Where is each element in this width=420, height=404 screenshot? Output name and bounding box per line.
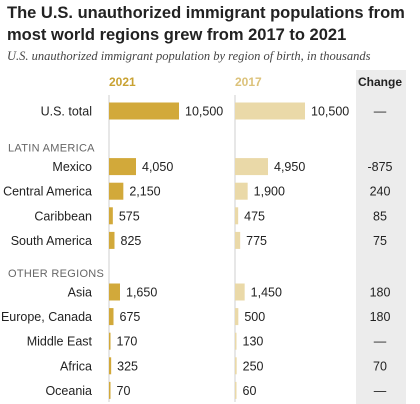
value-label-2021: 170 <box>117 335 138 349</box>
change-value: — <box>374 105 387 119</box>
change-value: 180 <box>370 310 391 324</box>
value-label-2021: 1,650 <box>126 286 157 300</box>
value-label-2017: 130 <box>243 335 264 349</box>
row-label: U.S. total <box>41 105 92 119</box>
column-header-2017: 2017 <box>235 75 262 89</box>
bar-2017 <box>235 182 248 200</box>
bar-2017 <box>235 207 239 225</box>
value-label-2017: 775 <box>246 234 267 248</box>
section-label: LATIN AMERICA <box>8 143 95 155</box>
value-label-2017: 1,900 <box>254 185 285 199</box>
value-label-2017: 475 <box>244 209 265 223</box>
chart-subtitle: U.S. unauthorized immigrant population b… <box>7 49 371 63</box>
change-value: — <box>374 335 387 349</box>
value-label-2017: 10,500 <box>311 105 349 119</box>
value-label-2021: 2,150 <box>129 185 160 199</box>
value-label-2021: 325 <box>117 359 138 373</box>
bar-2021 <box>109 207 113 225</box>
column-header-change: Change <box>358 75 402 89</box>
chart-title: The U.S. unauthorized immigrant populati… <box>7 4 405 44</box>
bar-2017 <box>235 357 237 375</box>
change-value: -875 <box>367 160 392 174</box>
row-label: Europe, Canada <box>1 310 92 324</box>
value-label-2017: 500 <box>244 310 265 324</box>
value-label-2017: 60 <box>243 384 257 398</box>
bar-2021 <box>109 231 115 249</box>
value-label-2021: 70 <box>117 384 131 398</box>
bar-2021 <box>109 102 179 120</box>
bar-2021 <box>109 308 114 326</box>
bar-2017 <box>235 102 305 120</box>
bar-2017 <box>235 332 237 350</box>
value-label-2021: 575 <box>119 209 140 223</box>
change-value: — <box>374 384 387 398</box>
change-value: 240 <box>370 185 391 199</box>
bar-2017 <box>235 308 239 326</box>
bar-2021 <box>109 158 136 176</box>
bar-2021 <box>109 381 111 399</box>
value-label-2017: 250 <box>243 359 264 373</box>
bar-2017 <box>235 283 245 301</box>
row-label: Central America <box>3 185 92 199</box>
bar-2021 <box>109 182 124 200</box>
row-label: Africa <box>60 359 92 373</box>
bar-2021 <box>109 283 120 301</box>
bar-2021 <box>109 357 112 375</box>
value-label-2021: 10,500 <box>185 105 223 119</box>
row-label: Oceania <box>45 384 92 398</box>
value-label-2021: 825 <box>121 234 142 248</box>
section-label: OTHER REGIONS <box>8 268 104 280</box>
bar-2021 <box>109 332 111 350</box>
change-value: 85 <box>373 209 387 223</box>
value-label-2017: 1,450 <box>251 286 282 300</box>
column-header-2021: 2021 <box>109 75 136 89</box>
change-column-background <box>356 70 406 404</box>
change-value: 75 <box>373 234 387 248</box>
bar-2017 <box>235 158 268 176</box>
value-label-2021: 4,050 <box>142 160 173 174</box>
row-label: Asia <box>68 286 92 300</box>
row-label: Caribbean <box>34 209 92 223</box>
value-label-2017: 4,950 <box>274 160 305 174</box>
row-label: South America <box>11 234 92 248</box>
row-label: Middle East <box>27 335 93 349</box>
change-value: 70 <box>373 359 387 373</box>
bar-2017 <box>235 381 237 399</box>
row-label: Mexico <box>52 160 92 174</box>
value-label-2021: 675 <box>120 310 141 324</box>
bar-2017 <box>235 231 241 249</box>
change-value: 180 <box>370 286 391 300</box>
